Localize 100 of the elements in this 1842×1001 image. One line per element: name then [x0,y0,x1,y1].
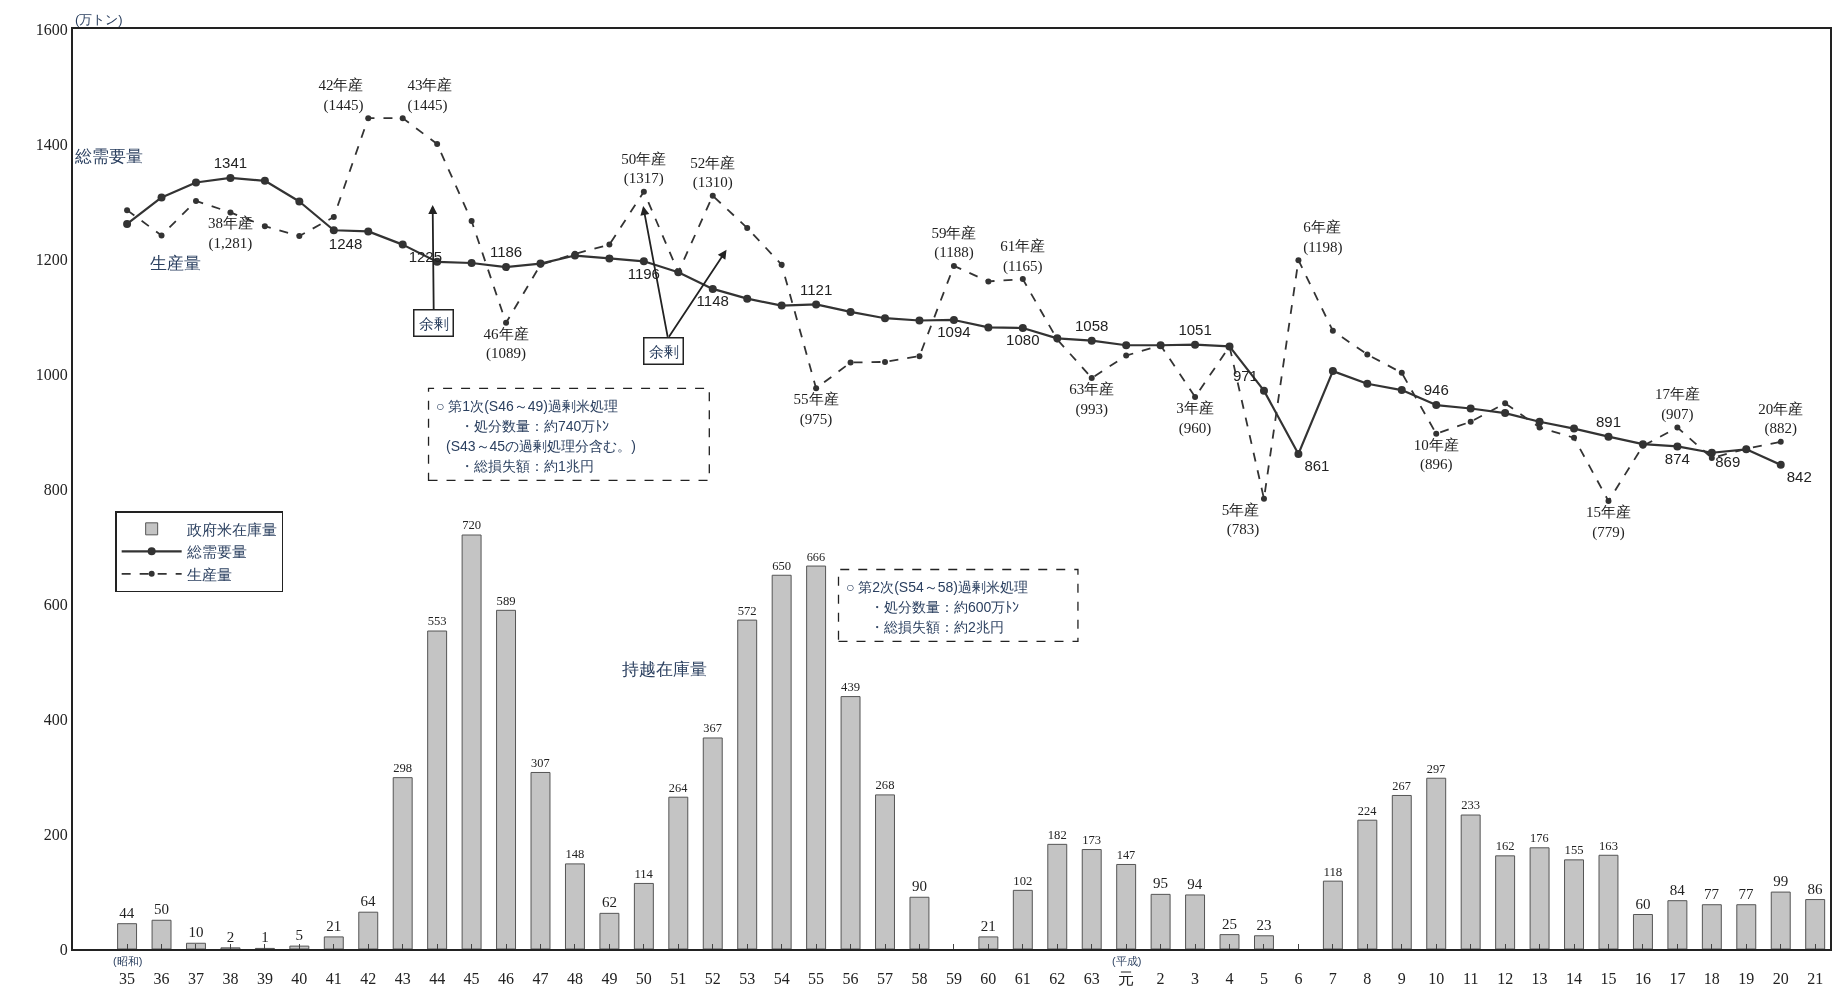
x-tick-label: 41 [325,970,342,988]
data-label: 20年産 (882) [1758,400,1804,438]
data-label: 59年産 (1188) [931,224,977,262]
data-label: 62 [601,894,617,911]
y-tick-label: 1600 [35,20,68,38]
x-tick-label: 35 [119,970,136,988]
data-label: 861 [1304,457,1330,475]
data-label: 90 [911,878,927,895]
data-label: 15年産 (779) [1585,504,1631,541]
data-label: 21 [980,917,996,934]
data-label: 1080 [1006,331,1040,349]
data-label: 118 [1323,863,1343,879]
x-tick-label: 44 [429,970,446,988]
x-tick-label: 60 [980,970,997,988]
data-label: 155 [1564,843,1584,858]
data-label: 23 [1256,916,1272,933]
data-label: 182 [1047,827,1067,842]
data-label: 44 [119,904,135,921]
x-tick-label: 10 [1428,970,1445,988]
data-label: 1186 [489,243,523,261]
annotation: (S43～45の過剰処理分含む。) [446,438,636,454]
x-tick-label: 4 [1225,970,1234,988]
x-tick-label: 56 [842,970,859,988]
data-label: 1094 [937,323,971,341]
x-tick-label: 13 [1531,970,1548,988]
x-tick-label: 50 [635,970,652,988]
data-label: 5年産 (783) [1221,501,1260,539]
y-tick-label: 1400 [35,135,68,153]
data-label: 38年産 (1,281) [207,215,253,252]
annotation: 総需要量 [74,147,143,166]
data-label: 102 [1013,873,1033,888]
data-label: 367 [703,721,722,736]
x-tick-label: 7 [1328,970,1337,988]
data-label: 3年産 (960) [1176,400,1214,437]
data-label: 21 [326,917,342,934]
x-tick-label: 18 [1703,970,1720,988]
data-label: 1051 [1178,320,1212,338]
x-tick-label: 2 [1156,970,1165,988]
x-tick-label: 39 [256,970,273,988]
data-label: 173 [1082,832,1102,847]
x-tick-label: 54 [773,970,790,988]
x-tick-label: 61 [1014,970,1031,988]
data-label: 25 [1222,915,1238,932]
y-tick-label: 600 [43,595,68,613]
x-tick-label: 11 [1462,970,1479,988]
y-tick-label: 0 [59,940,68,958]
data-label: 95 [1153,875,1169,892]
data-label: 77 [1704,885,1720,902]
data-label: 86 [1807,880,1823,897]
x-tick-label: 48 [566,970,583,988]
data-label: 666 [806,549,826,564]
data-label: 946 [1423,381,1449,399]
annotation: 余剰 [418,314,449,332]
data-label: 99 [1773,873,1789,890]
x-tick-label: 57 [877,970,894,988]
text: (平成) [1112,955,1142,967]
annotation: 余剰 [648,342,679,360]
legend-label: 政府米在庫量 [186,520,277,538]
data-label: 720 [462,518,482,533]
annotation: ○ 第2次(S54～58)過剰米処理 [846,579,1028,595]
x-tick-label: 12 [1497,970,1514,988]
data-label: 1148 [696,292,729,310]
x-tick-label: 58 [911,970,928,988]
x-tick-label: 6 [1294,970,1303,988]
legend-label: 総需要量 [185,543,247,561]
data-label: 553 [427,614,447,629]
data-label: 50年産 (1317) [621,150,667,188]
x-tick-label: 38 [222,970,239,988]
data-label: 50 [154,901,170,918]
x-tick-label: 9 [1397,970,1406,988]
data-label: 1341 [213,154,248,172]
x-tick-label: 19 [1738,970,1755,988]
data-label: 63年産 (993) [1069,381,1115,418]
annotation: ・処分数量：約600万ﾄﾝ [870,599,1020,615]
x-tick-label: 5 [1259,970,1268,988]
x-tick-label: 14 [1566,970,1583,988]
data-label: 233 [1461,798,1481,813]
data-label: 224 [1357,803,1377,818]
x-tick-label: 37 [187,970,204,988]
data-label: 589 [496,593,516,608]
data-label: 10年産 (896) [1413,436,1459,474]
data-label: 42年産 (1445) [318,77,364,114]
data-label: 52年産 (1310) [690,154,736,192]
data-label: 439 [841,680,861,695]
data-label: 5 [295,927,304,944]
x-tick-label: 3 [1191,970,1200,988]
x-tick-label: 43 [394,970,411,988]
x-tick-label: 42 [360,970,377,988]
data-label: 163 [1599,838,1618,853]
data-label: 891 [1595,412,1621,430]
legend-label: 生産量 [186,565,232,583]
data-label: 55年産 (975) [793,391,839,428]
y-tick-label: 400 [43,710,68,728]
data-label: 1 [261,929,269,946]
data-label: 64 [360,893,376,910]
x-tick-label: 21 [1807,970,1824,988]
data-label: 650 [772,558,792,573]
x-tick-label: 45 [463,970,480,988]
data-label: 307 [531,756,550,770]
annotation: ・総損失額：約1兆円 [460,458,594,474]
